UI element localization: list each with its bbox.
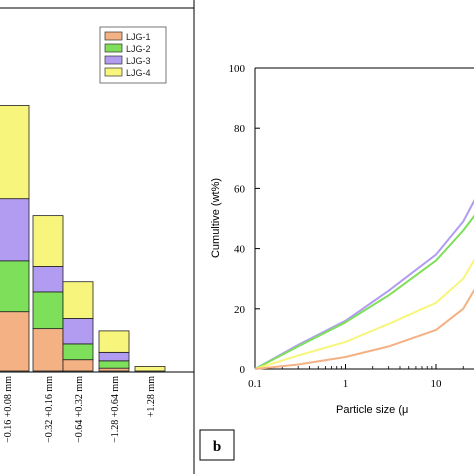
legend-label-ljg-2: LJG-2 [126, 44, 151, 54]
category-label-0: −0.16 +0.08 mm [3, 376, 14, 443]
panel-b-label-box [199, 429, 235, 461]
x-ticks: 0.1 1 10 [248, 364, 464, 390]
stacked-bars [0, 105, 166, 372]
bar-ljg-3-2 [62, 318, 94, 345]
legend: LJG-1 LJG-2 LJG-3 LJG-4 [99, 26, 167, 84]
legend-label-ljg-1: LJG-1 [126, 32, 151, 42]
category-label-1: −0.32 +0.16 mm [44, 376, 55, 443]
category-label-4: +1.28 mm [146, 376, 157, 417]
bar-ljg-3-3 [98, 351, 130, 362]
y-tick-label-2: 40 [234, 244, 246, 256]
bar-ljg-4-3 [98, 330, 130, 353]
legend-swatch-ljg-2 [104, 43, 123, 53]
x-tick-label-2: 10 [431, 378, 443, 390]
legend-swatch-ljg-1 [104, 31, 123, 41]
legend-swatch-ljg-4 [104, 67, 123, 77]
bar-ljg-4-4 [134, 366, 166, 372]
bar-ljg-4-0 [0, 105, 30, 200]
y-tick-label-5: 100 [229, 63, 246, 75]
y-tick-label-4: 80 [234, 123, 246, 135]
bar-ljg-1-3 [98, 367, 130, 372]
x-tick-label-0: 0.1 [248, 378, 262, 390]
legend-label-ljg-3: LJG-3 [126, 56, 151, 66]
y-axis-title: Cumultive (wt%) [210, 178, 222, 258]
bar-ljg-3-1 [32, 266, 64, 293]
bar-ljg-4-2 [62, 281, 94, 319]
y-tick-label-1: 20 [234, 304, 246, 316]
panel-b-label: b [213, 439, 221, 455]
category-labels: −0.16 +0.08 mm −0.32 +0.16 mm −0.64 +0.32 … [3, 376, 157, 443]
bar-ljg-2-3 [98, 360, 130, 369]
x-tick-label-1: 1 [343, 378, 349, 390]
cumulative-line-1 [254, 214, 474, 370]
legend-swatch-ljg-3 [104, 55, 123, 65]
y-tick-label-0: 0 [240, 364, 246, 376]
legend-label-ljg-4: LJG-4 [126, 68, 151, 78]
category-label-3: −1.28 +0.64 mm [110, 376, 121, 443]
y-tick-label-3: 60 [234, 183, 246, 195]
bar-ljg-2-1 [32, 291, 64, 330]
category-label-2: −0.64 +0.32 mm [74, 376, 85, 443]
cumulative-line-0 [254, 199, 474, 370]
cumulative-line-2 [254, 258, 474, 370]
bar-ljg-1-0 [0, 311, 30, 372]
cumulative-line-3 [254, 288, 474, 370]
y-ticks: 0 20 40 60 80 100 [229, 63, 260, 376]
panel-b-line-chart: 0 20 40 60 80 100 0.1 1 10 Cumultive (wt%) Part… [199, 63, 474, 461]
panel-a-bar-chart: −0.16 +0.08 mm −0.32 +0.16 mm −0.64 +0.32 … [0, 7, 195, 443]
cumulative-curves [254, 199, 474, 370]
bar-ljg-2-0 [0, 260, 30, 313]
bar-ljg-1-1 [32, 328, 64, 372]
bar-ljg-1-2 [62, 359, 94, 372]
bar-ljg-2-2 [62, 343, 94, 361]
bar-ljg-4-1 [32, 215, 64, 267]
x-axis-title: Particle size (μ [336, 404, 408, 416]
bar-ljg-3-0 [0, 198, 30, 262]
